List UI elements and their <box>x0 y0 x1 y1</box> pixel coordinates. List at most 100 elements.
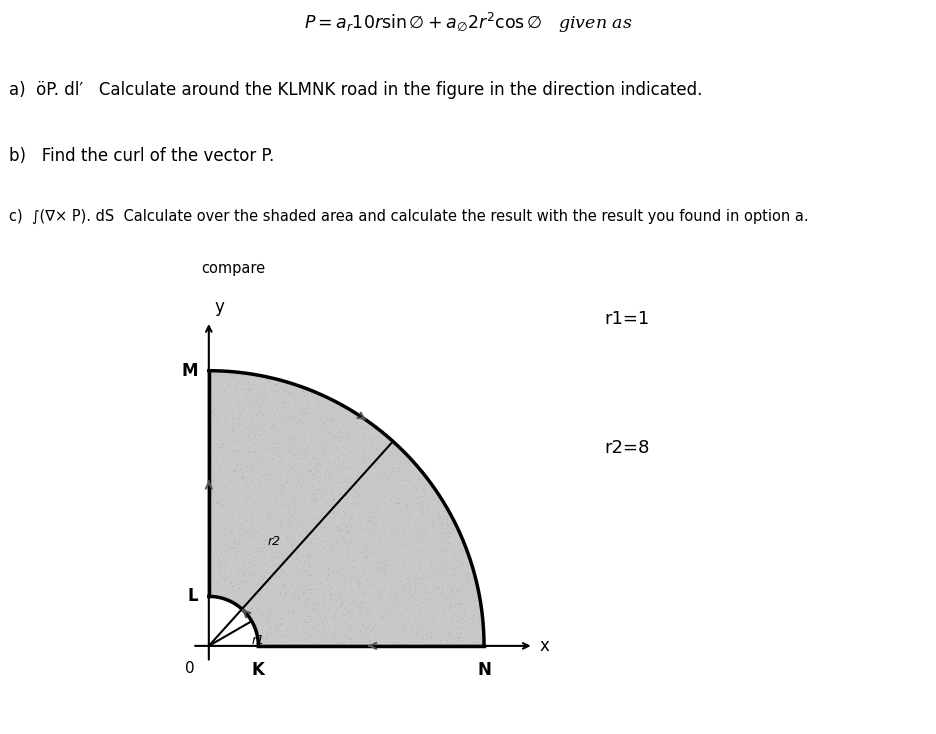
Point <box>329 445 344 457</box>
Point <box>285 414 300 426</box>
Point <box>243 582 258 594</box>
Point <box>338 521 353 533</box>
Point <box>308 463 323 475</box>
Point <box>408 491 423 503</box>
Point <box>221 452 236 464</box>
Point <box>248 530 263 542</box>
Point <box>390 445 405 457</box>
Point <box>287 498 302 509</box>
Point <box>298 598 313 610</box>
Point <box>292 446 307 458</box>
Point <box>381 449 396 461</box>
Point <box>341 617 356 629</box>
Point <box>393 481 408 493</box>
Point <box>230 413 245 424</box>
Point <box>309 459 324 470</box>
Point <box>305 503 320 515</box>
Polygon shape <box>209 371 484 646</box>
Point <box>216 522 231 534</box>
Point <box>434 582 449 594</box>
Point <box>348 623 363 635</box>
Point <box>309 636 324 648</box>
Point <box>401 456 416 468</box>
Point <box>357 417 372 429</box>
Point <box>368 457 383 469</box>
Point <box>444 589 459 600</box>
Point <box>388 617 402 628</box>
Point <box>411 588 426 600</box>
Point <box>393 517 408 528</box>
Point <box>382 554 397 566</box>
Point <box>353 603 368 614</box>
Point <box>323 586 338 598</box>
Point <box>287 520 302 532</box>
Point <box>400 603 415 614</box>
Point <box>356 482 371 494</box>
Point <box>376 564 391 575</box>
Point <box>270 481 285 493</box>
Point <box>401 516 416 528</box>
Point <box>341 433 356 445</box>
Point <box>296 531 311 542</box>
Point <box>361 503 376 515</box>
Point <box>269 385 284 396</box>
Point <box>372 556 387 568</box>
Point <box>203 559 218 571</box>
Point <box>320 585 335 597</box>
Point <box>358 465 373 477</box>
Point <box>366 492 381 504</box>
Point <box>286 553 301 565</box>
Point <box>437 567 452 579</box>
Point <box>269 385 284 396</box>
Point <box>334 578 349 589</box>
Point <box>234 599 249 611</box>
Point <box>204 538 219 550</box>
Point <box>307 493 322 505</box>
Point <box>298 450 313 462</box>
Point <box>206 564 221 576</box>
Point <box>369 564 384 575</box>
Point <box>403 590 418 602</box>
Point <box>329 521 344 533</box>
Point <box>388 497 403 509</box>
Point <box>433 634 448 646</box>
Point <box>256 538 271 550</box>
Point <box>239 389 254 401</box>
Point <box>267 423 282 435</box>
Point <box>445 568 460 580</box>
Point <box>274 611 289 623</box>
Point <box>206 476 221 487</box>
Point <box>327 589 342 601</box>
Point <box>254 576 269 588</box>
Point <box>249 626 264 638</box>
Point <box>250 370 265 382</box>
Point <box>271 441 286 453</box>
Point <box>413 481 428 493</box>
Point <box>310 597 325 608</box>
Point <box>219 389 234 401</box>
Point <box>411 619 426 631</box>
Point <box>312 476 327 487</box>
Point <box>325 401 340 413</box>
Point <box>256 564 271 576</box>
Point <box>473 597 488 608</box>
Point <box>339 462 354 474</box>
Point <box>315 484 330 496</box>
Point <box>298 600 313 612</box>
Point <box>269 430 284 442</box>
Point <box>223 578 238 589</box>
Point <box>446 562 461 574</box>
Point <box>408 545 423 557</box>
Point <box>301 579 316 591</box>
Point <box>408 462 423 474</box>
Point <box>389 493 404 504</box>
Point <box>403 545 418 556</box>
Point <box>238 368 253 379</box>
Point <box>270 545 285 556</box>
Point <box>373 487 388 498</box>
Point <box>358 515 373 526</box>
Point <box>241 368 256 380</box>
Point <box>466 611 481 623</box>
Point <box>413 477 428 489</box>
Point <box>289 548 304 560</box>
